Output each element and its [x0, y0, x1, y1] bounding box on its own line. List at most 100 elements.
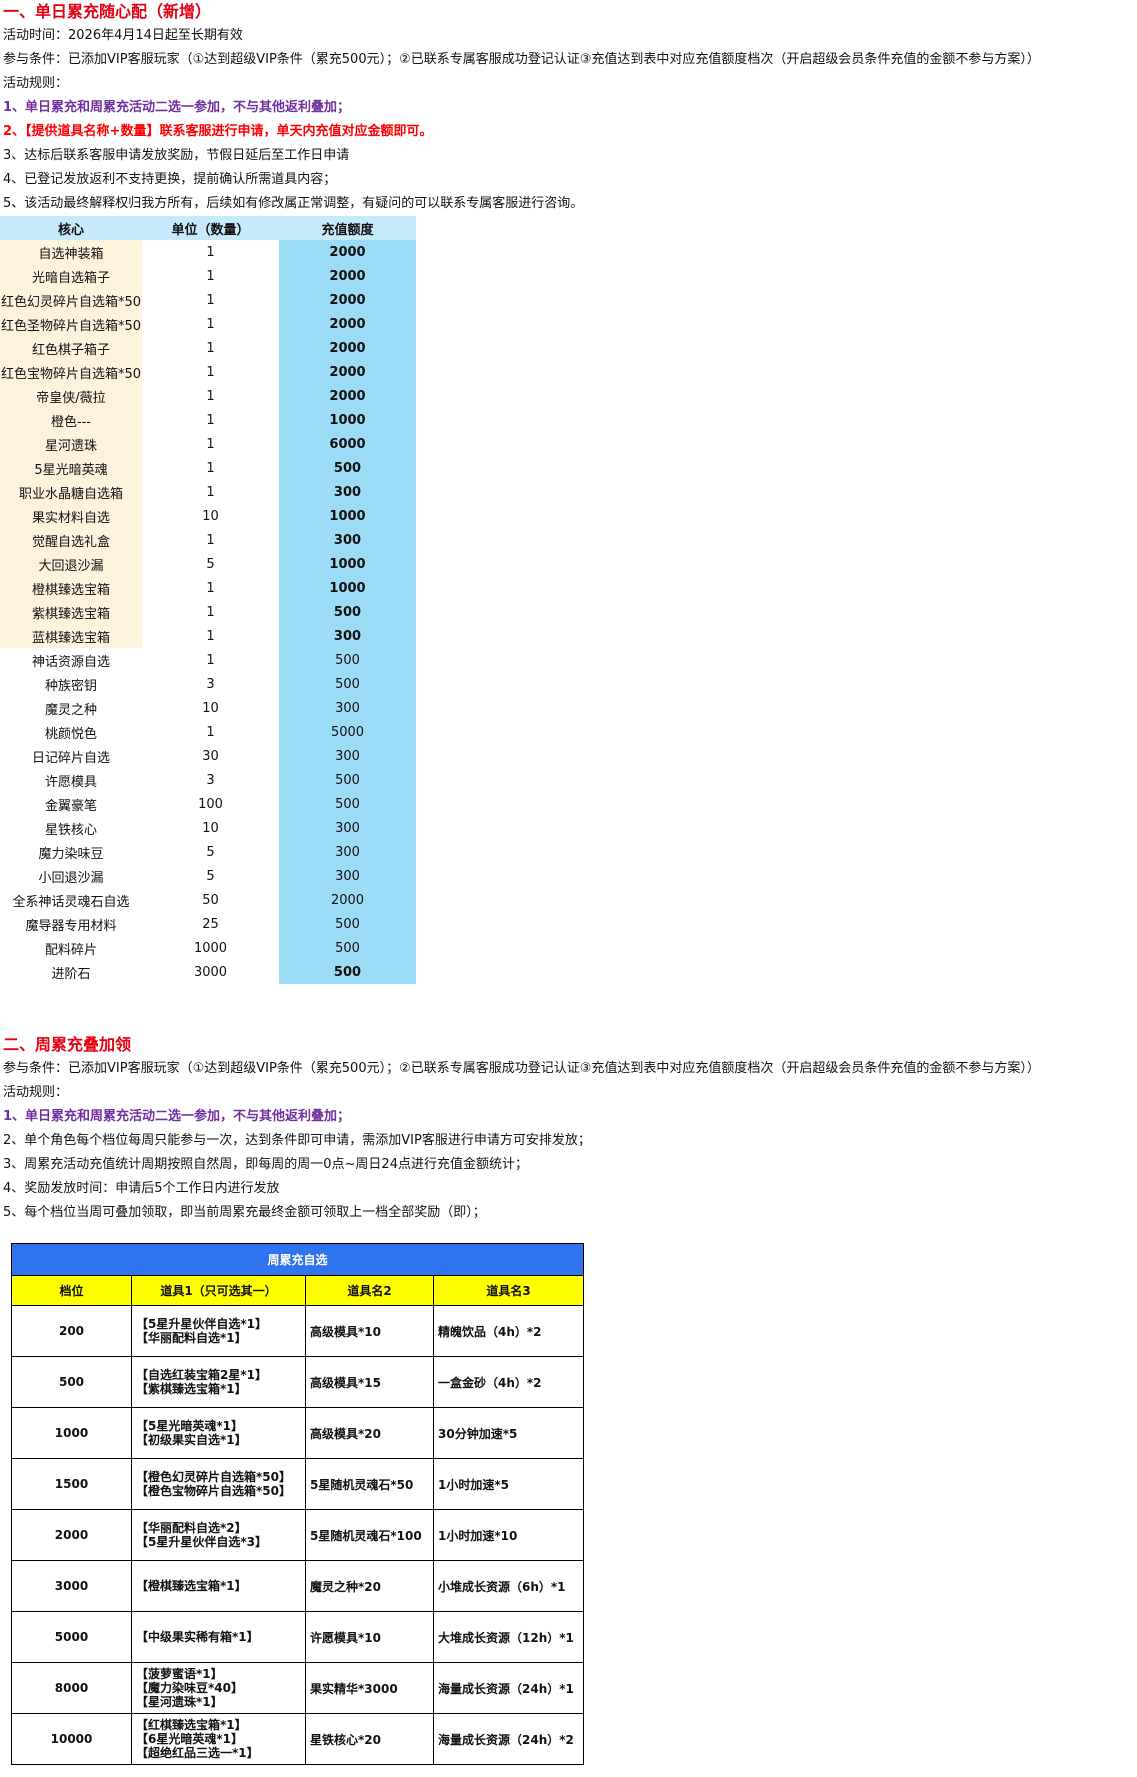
cell: 500: [279, 648, 416, 672]
row: 8000 【菠萝蜜语*1】 【魔力染味豆*40】 【星河遗珠*1】 果实精华*3000 海…: [11, 1662, 584, 1714]
cell: 5星光暗英魂: [0, 456, 142, 480]
cell: 1: [206, 292, 215, 308]
row: 自选神装箱 1 2000: [0, 240, 416, 264]
title-row: 周累充自选: [11, 1243, 584, 1276]
rules: 1、单日累充和周累充活动二选一参加，不与其他返利叠加； 2、单个角色每个档位每周只…: [0, 1105, 1137, 1225]
cell: 3: [206, 676, 215, 692]
cell: 小回退沙漏: [38, 870, 104, 886]
row: 红色圣物碎片自选箱*50 1 2000: [0, 312, 416, 336]
cell: 1: [206, 460, 215, 476]
row: 5星光暗英魂 1 500: [0, 456, 416, 480]
condition: 参与条件：已添加VIP客服玩家（①达到超级VIP条件（累充500元）；②已联系专…: [3, 52, 1040, 67]
period: 活动时间：2026年4月14日起至长期有效: [3, 28, 243, 43]
row: 帝皇侠/薇拉 1 2000: [0, 384, 416, 408]
cell: 果实材料自选: [0, 504, 142, 528]
cell: 1: [206, 580, 215, 596]
table-title: 周累充自选: [11, 1243, 584, 1276]
cell: 2000: [279, 360, 416, 384]
tier: 1000: [11, 1407, 132, 1459]
row: 200 【5星升星伙伴自选*1】 【华丽配料自选*1】 高级模具*10 精魄饮品（4h）…: [11, 1305, 584, 1357]
cell: 1000: [279, 576, 416, 600]
item-options: 【橙色幻灵碎片自选箱*50】 【橙色宝物碎片自选箱*50】: [131, 1458, 306, 1510]
cell: 全系神话灵魂石自选: [12, 894, 130, 910]
row: 全系神话灵魂石自选 50 2000: [0, 888, 416, 912]
table: 核心 单位（数量） 充值额度 自选神装箱 1 2000 光暗自选箱子 1 2000 红色幻灵碎片自…: [0, 216, 416, 984]
section-2: 二、周累充叠加领 参与条件：已添加VIP客服玩家（①达到超级VIP条件（累充50…: [0, 1033, 1137, 1765]
cell: 2000: [279, 384, 416, 408]
row: 1000 【5星光暗英魂*1】 【初级果实自选*1】 高级模具*20 30分钟加速*5: [11, 1407, 584, 1459]
cell: 2000: [279, 288, 416, 312]
row: 红色幻灵碎片自选箱*50 1 2000: [0, 288, 416, 312]
item-2: 高级模具*20: [305, 1407, 434, 1459]
section-title: 二、周累充叠加领: [3, 1035, 132, 1054]
cell: 300: [279, 624, 416, 648]
row: 配料碎片 1000 500: [0, 936, 416, 960]
cell: 1: [206, 316, 215, 332]
item-option: 【橙色宝物碎片自选箱*50】: [136, 1484, 291, 1498]
cell: 500: [279, 672, 416, 696]
cell: 星铁核心: [44, 822, 97, 838]
cell: 职业水晶糖自选箱: [0, 480, 142, 504]
rule: 3、周累充活动充值统计周期按照自然周，即每周的周一0点~周日24点进行充值金额统…: [3, 1157, 528, 1172]
cell: 1: [206, 724, 215, 740]
item-options: 【中级果实稀有箱*1】: [131, 1611, 306, 1663]
item-option: 【红棋臻选宝箱*1】: [136, 1718, 247, 1732]
cell: 3: [206, 772, 215, 788]
cell: 300: [279, 480, 416, 504]
cell: 2000: [279, 336, 416, 360]
cell: 300: [279, 840, 416, 864]
cell: 2000: [279, 312, 416, 336]
cell: 橙棋臻选宝箱: [0, 576, 142, 600]
rules: 1、单日累充和周累充活动二选一参加，不与其他返利叠加； 2、【提供道具名称+数量】…: [0, 96, 1137, 216]
row: 蓝棋臻选宝箱 1 300: [0, 624, 416, 648]
cell: 1: [206, 532, 215, 548]
row: 3000 【橙棋臻选宝箱*1】 魔灵之种*20 小堆成长资源（6h）*1: [11, 1560, 584, 1612]
item-3: 一盒金砂（4h）*2: [433, 1356, 584, 1408]
rule: 4、奖励发放时间：申请后5个工作日内进行发放: [3, 1181, 280, 1196]
cell: 5: [206, 844, 215, 860]
item-option: 【华丽配料自选*1】: [136, 1331, 247, 1345]
row: 神话资源自选 1 500: [0, 648, 416, 672]
condition: 参与条件：已添加VIP客服玩家（①达到超级VIP条件（累充500元）；②已联系专…: [3, 1061, 1040, 1076]
row: 小回退沙漏 5 300: [0, 864, 416, 888]
header-row: 档位 道具1（只可选其一） 道具名2 道具名3: [11, 1275, 584, 1306]
rule: 2、单个角色每个档位每周只能参与一次，达到条件即可申请，需添加VIP客服进行申请…: [3, 1133, 591, 1148]
cell: 1000: [193, 940, 228, 956]
cell: 500: [279, 456, 416, 480]
cell: 红色棋子箱子: [0, 336, 142, 360]
item-2: 果实精华*3000: [305, 1662, 434, 1714]
item-2: 高级模具*15: [305, 1356, 434, 1408]
cell: 大回退沙漏: [0, 552, 142, 576]
item-3: 小堆成长资源（6h）*1: [433, 1560, 584, 1612]
item-option: 【5星升星伙伴自选*1】: [136, 1317, 267, 1331]
item-2: 5星随机灵魂石*100: [305, 1509, 434, 1561]
cell: 魔力染味豆: [38, 846, 104, 862]
row: 红色棋子箱子 1 2000: [0, 336, 416, 360]
cell: 蓝棋臻选宝箱: [0, 624, 142, 648]
header-row: 核心 单位（数量） 充值额度: [0, 216, 416, 240]
item-3: 大堆成长资源（12h）*1: [433, 1611, 584, 1663]
cell: 5000: [279, 720, 416, 744]
item-option: 【橙色幻灵碎片自选箱*50】: [136, 1470, 291, 1484]
cell: 觉醒自选礼盒: [0, 528, 142, 552]
cell: 1: [206, 268, 215, 284]
cell: 种族密钥: [44, 678, 97, 694]
header-cell: 道具1（只可选其一）: [131, 1275, 306, 1306]
cell: 300: [279, 864, 416, 888]
cell: 魔导器专用材料: [25, 918, 117, 934]
item-3: 海量成长资源（24h）*1: [433, 1662, 584, 1714]
row: 500 【自选红装宝箱2星*1】 【紫棋臻选宝箱*1】 高级模具*15 一盒金砂（4h）…: [11, 1356, 584, 1408]
item-option: 【菠萝蜜语*1】: [136, 1667, 223, 1681]
cell: 帝皇侠/薇拉: [0, 384, 142, 408]
item-3: 30分钟加速*5: [433, 1407, 584, 1459]
cell: 红色幻灵碎片自选箱*50: [0, 288, 142, 312]
cell: 25: [202, 916, 219, 932]
rule: 3、达标后联系客服申请发放奖励，节假日延后至工作日申请: [3, 148, 350, 163]
cell: 500: [279, 792, 416, 816]
cell: 1000: [279, 552, 416, 576]
item-option: 【5星光暗英魂*1】: [136, 1419, 243, 1433]
cell: 1: [206, 604, 215, 620]
row: 橙棋臻选宝箱 1 1000: [0, 576, 416, 600]
cell: 2000: [279, 240, 416, 264]
tier: 1500: [11, 1458, 132, 1510]
